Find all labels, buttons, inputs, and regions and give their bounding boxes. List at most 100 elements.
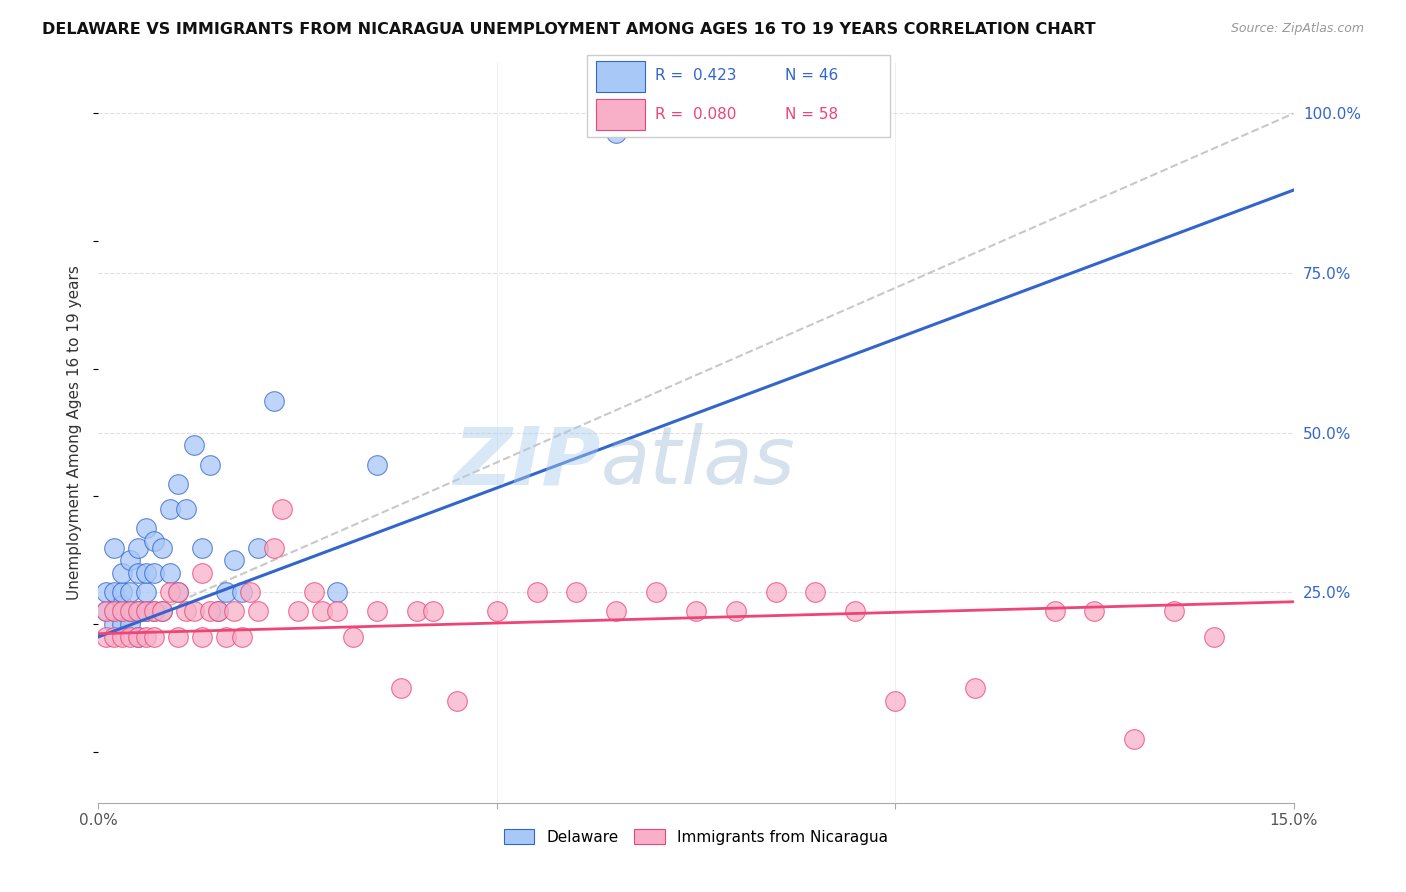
Point	[215, 630, 238, 644]
Point	[287, 604, 309, 618]
Point	[111, 604, 134, 618]
Point	[222, 604, 245, 618]
Point	[174, 502, 197, 516]
Point	[127, 566, 149, 580]
Point	[159, 566, 181, 580]
Point	[302, 585, 325, 599]
Point	[215, 585, 238, 599]
Point	[446, 694, 468, 708]
Point	[239, 585, 262, 599]
Point	[103, 617, 125, 632]
FancyBboxPatch shape	[596, 99, 645, 130]
Point	[135, 566, 157, 580]
Point	[120, 617, 142, 632]
Point	[127, 541, 149, 555]
Point	[366, 604, 388, 618]
Text: Source: ZipAtlas.com: Source: ZipAtlas.com	[1230, 22, 1364, 36]
Point	[111, 598, 134, 612]
Point	[342, 630, 364, 644]
Point	[96, 604, 118, 618]
Point	[526, 585, 548, 599]
Point	[167, 630, 190, 644]
Text: ZIP: ZIP	[453, 423, 600, 501]
FancyBboxPatch shape	[586, 55, 890, 136]
Text: N = 46: N = 46	[785, 69, 838, 84]
Point	[724, 604, 747, 618]
Point	[963, 681, 986, 695]
Point	[103, 541, 125, 555]
Point	[198, 458, 221, 472]
Point	[645, 585, 668, 599]
Point	[103, 604, 125, 618]
Point	[120, 585, 142, 599]
Point	[150, 604, 173, 618]
Point	[167, 476, 190, 491]
Point	[96, 630, 118, 644]
Point	[485, 604, 508, 618]
Point	[111, 566, 134, 580]
Legend: Delaware, Immigrants from Nicaragua: Delaware, Immigrants from Nicaragua	[498, 822, 894, 851]
Point	[685, 604, 707, 618]
Point	[127, 630, 149, 644]
Point	[198, 604, 221, 618]
Point	[135, 604, 157, 618]
Point	[1163, 604, 1185, 618]
Point	[111, 617, 134, 632]
Point	[1083, 604, 1105, 618]
Point	[191, 541, 214, 555]
Point	[207, 604, 229, 618]
Point	[605, 604, 627, 618]
Point	[135, 521, 157, 535]
Point	[270, 502, 292, 516]
Point	[804, 585, 827, 599]
Point	[167, 585, 190, 599]
Point	[191, 566, 214, 580]
Point	[143, 604, 166, 618]
Y-axis label: Unemployment Among Ages 16 to 19 years: Unemployment Among Ages 16 to 19 years	[67, 265, 83, 600]
Point	[167, 585, 190, 599]
Point	[231, 630, 253, 644]
Point	[127, 604, 149, 618]
Text: atlas: atlas	[600, 423, 796, 501]
Point	[150, 604, 173, 618]
Point	[207, 604, 229, 618]
Point	[143, 566, 166, 580]
Point	[422, 604, 444, 618]
Point	[120, 604, 142, 618]
Point	[143, 534, 166, 549]
Point	[263, 541, 285, 555]
Point	[159, 585, 181, 599]
Point	[183, 438, 205, 452]
Point	[183, 604, 205, 618]
Point	[135, 630, 157, 644]
Point	[120, 553, 142, 567]
Point	[765, 585, 787, 599]
Point	[605, 126, 627, 140]
Point	[645, 120, 668, 134]
Point	[246, 604, 269, 618]
Point	[565, 585, 588, 599]
Point	[120, 604, 142, 618]
Point	[326, 585, 349, 599]
Point	[103, 604, 125, 618]
Point	[311, 604, 333, 618]
Point	[326, 604, 349, 618]
Point	[96, 604, 118, 618]
Text: R =  0.423: R = 0.423	[655, 69, 737, 84]
Point	[103, 630, 125, 644]
Point	[111, 604, 134, 618]
Point	[231, 585, 253, 599]
Point	[191, 630, 214, 644]
Point	[406, 604, 429, 618]
Text: DELAWARE VS IMMIGRANTS FROM NICARAGUA UNEMPLOYMENT AMONG AGES 16 TO 19 YEARS COR: DELAWARE VS IMMIGRANTS FROM NICARAGUA UN…	[42, 22, 1095, 37]
Point	[135, 585, 157, 599]
Point	[884, 694, 907, 708]
Point	[135, 604, 157, 618]
Point	[96, 585, 118, 599]
Point	[366, 458, 388, 472]
Point	[844, 604, 866, 618]
FancyBboxPatch shape	[596, 62, 645, 92]
Point	[1202, 630, 1225, 644]
Point	[263, 393, 285, 408]
Point	[120, 630, 142, 644]
